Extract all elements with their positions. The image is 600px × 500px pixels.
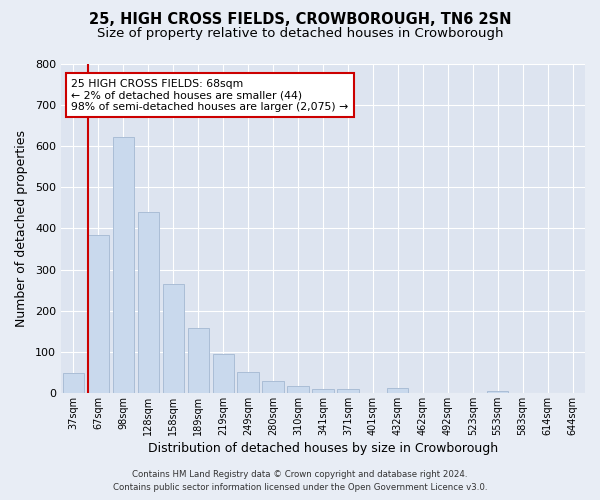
Y-axis label: Number of detached properties: Number of detached properties	[15, 130, 28, 327]
Bar	[262, 380, 284, 393]
Bar	[238, 372, 259, 393]
Bar	[387, 388, 409, 393]
Text: 25 HIGH CROSS FIELDS: 68sqm
← 2% of detached houses are smaller (44)
98% of semi: 25 HIGH CROSS FIELDS: 68sqm ← 2% of deta…	[71, 79, 349, 112]
Bar	[63, 373, 84, 393]
Bar	[137, 212, 159, 393]
Bar	[313, 389, 334, 393]
Bar	[487, 391, 508, 393]
Bar	[212, 354, 234, 393]
Bar	[113, 137, 134, 393]
X-axis label: Distribution of detached houses by size in Crowborough: Distribution of detached houses by size …	[148, 442, 498, 455]
Bar	[287, 386, 308, 393]
Text: 25, HIGH CROSS FIELDS, CROWBOROUGH, TN6 2SN: 25, HIGH CROSS FIELDS, CROWBOROUGH, TN6 …	[89, 12, 511, 28]
Bar	[337, 389, 359, 393]
Text: Contains HM Land Registry data © Crown copyright and database right 2024.
Contai: Contains HM Land Registry data © Crown c…	[113, 470, 487, 492]
Bar	[88, 234, 109, 393]
Bar	[163, 284, 184, 393]
Text: Size of property relative to detached houses in Crowborough: Size of property relative to detached ho…	[97, 28, 503, 40]
Bar	[188, 328, 209, 393]
